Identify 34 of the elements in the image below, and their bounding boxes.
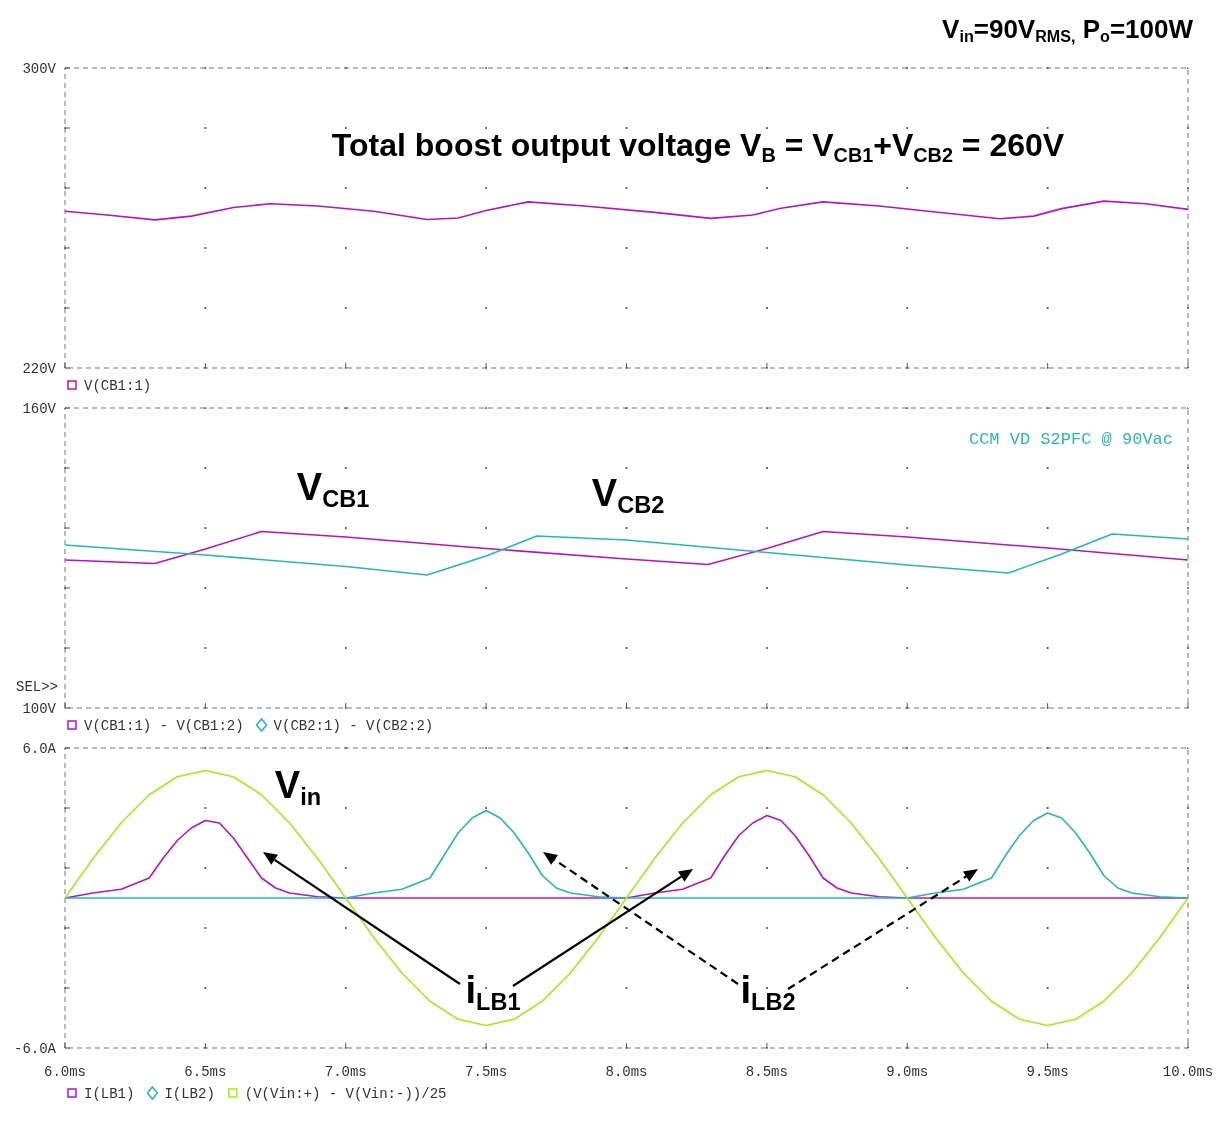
legend-label: V(CB2:1) - V(CB2:2) [273,718,434,734]
x-tick-label: 8.5ms [745,1064,788,1080]
x-tick-label: 8.0ms [605,1064,648,1080]
x-tick-label: 10.0ms [1162,1064,1214,1080]
chart-title: V$_{in}$=90V$_{RMS,}$ P$_{o}$=100W [942,14,1194,46]
text: SEL>> [16,679,59,695]
x-tick-label: 7.0ms [324,1064,367,1080]
legend-label: V(CB1:1) - V(CB1:2) [84,718,244,734]
x-tick-label: 6.0ms [43,1064,87,1080]
legend-label: I(LB2) [164,1086,215,1102]
annotation: i$_{LB2}$ [740,969,796,1015]
legend-label: I(LB1) [84,1086,135,1102]
x-tick-label: 9.0ms [886,1064,929,1080]
line-series [64,533,1189,576]
legend-label: V(CB1:1) [84,378,152,394]
annotation: V$_{in}$ [274,764,322,810]
y-tick-label: 300V [22,61,57,77]
annotation: CCM VD S2PFC @ 90Vac [968,430,1173,449]
legend-label: (V(Vin:+) - V(Vin:-))/25 [244,1086,447,1102]
line-series [64,200,1189,221]
y-tick-label: 160V [22,401,57,417]
y-tick-label: 100V [22,701,57,717]
annotation: V$_{CB1}$ [296,466,370,512]
y-tick-label: -6.0A [13,1041,57,1057]
y-tick-label: 6.0A [22,741,57,757]
x-tick-label: 7.5ms [465,1064,508,1080]
annotation: i$_{LB1}$ [465,969,521,1015]
x-tick-label: 6.5ms [184,1064,227,1080]
annotation: Total boost output voltage V$_{B}$ = V$_{CB1}$+V$_{CB2}$ = 260V [331,127,1065,166]
y-tick-label: 220V [22,361,57,377]
line-series [64,530,1189,566]
x-tick-label: 9.5ms [1026,1064,1069,1080]
annotation: V$_{CB2}$ [591,472,665,518]
line-series [64,769,1189,1027]
